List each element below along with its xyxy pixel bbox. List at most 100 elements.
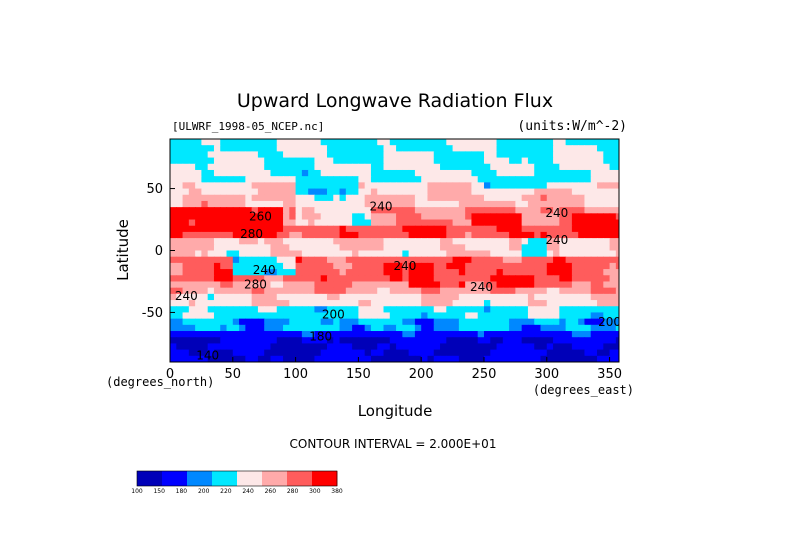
heatmap-cell bbox=[339, 244, 347, 252]
heatmap-cell bbox=[515, 200, 523, 208]
heatmap-cell bbox=[402, 213, 410, 221]
heatmap-cell bbox=[446, 343, 454, 351]
heatmap-cell bbox=[257, 275, 265, 283]
heatmap-cell bbox=[257, 337, 265, 345]
heatmap-cell bbox=[433, 331, 441, 338]
heatmap-cell bbox=[584, 318, 592, 326]
heatmap-cell bbox=[201, 300, 209, 307]
heatmap-cell bbox=[182, 269, 190, 276]
heatmap-cell bbox=[402, 318, 410, 326]
heatmap-cell bbox=[433, 318, 441, 326]
heatmap-cell bbox=[440, 145, 447, 152]
heatmap-cell bbox=[465, 169, 473, 177]
heatmap-cell bbox=[578, 312, 586, 320]
heatmap-cell bbox=[578, 163, 586, 171]
heatmap-cell bbox=[383, 318, 391, 326]
heatmap-cell bbox=[239, 151, 246, 159]
heatmap-cell bbox=[264, 188, 272, 196]
heatmap-cell bbox=[283, 188, 290, 196]
heatmap-cell bbox=[326, 349, 334, 357]
heatmap-cell bbox=[521, 207, 529, 214]
heatmap-cell bbox=[301, 231, 309, 239]
heatmap-cell bbox=[446, 269, 454, 276]
heatmap-cell bbox=[188, 151, 196, 159]
heatmap-cell bbox=[257, 324, 265, 332]
heatmap-cell bbox=[295, 262, 303, 270]
heatmap-cell bbox=[615, 355, 619, 362]
heatmap-cell bbox=[609, 312, 617, 320]
heatmap-cell bbox=[396, 238, 403, 245]
heatmap-cell bbox=[383, 182, 391, 190]
heatmap-cell bbox=[264, 176, 272, 183]
heatmap-cell bbox=[301, 275, 309, 283]
heatmap-cell bbox=[326, 343, 334, 351]
heatmap-cell bbox=[402, 250, 410, 258]
heatmap-cell bbox=[540, 262, 548, 270]
heatmap-cell bbox=[515, 262, 523, 270]
heatmap-cell bbox=[320, 331, 328, 338]
heatmap-cell bbox=[213, 225, 221, 233]
heatmap-cell bbox=[521, 337, 529, 345]
heatmap-cell bbox=[565, 139, 573, 146]
heatmap-cell bbox=[283, 182, 290, 190]
heatmap-cell bbox=[402, 281, 410, 289]
heatmap-cell bbox=[389, 157, 397, 165]
heatmap-cell bbox=[283, 318, 290, 326]
heatmap-cell bbox=[339, 169, 347, 177]
heatmap-cell bbox=[232, 213, 240, 221]
heatmap-cell bbox=[490, 324, 498, 332]
heatmap-cell bbox=[502, 207, 510, 214]
heatmap-cell bbox=[339, 269, 347, 276]
heatmap-cell bbox=[553, 176, 560, 183]
heatmap-cell bbox=[527, 200, 535, 208]
heatmap-cell bbox=[320, 231, 328, 239]
heatmap-cell bbox=[546, 182, 554, 190]
heatmap-cell bbox=[308, 225, 316, 233]
heatmap-cell bbox=[226, 139, 234, 146]
heatmap-cell bbox=[188, 287, 196, 295]
heatmap-cell bbox=[553, 200, 560, 208]
heatmap-cell bbox=[188, 355, 196, 362]
heatmap-cell bbox=[207, 213, 215, 221]
heatmap-cell bbox=[615, 306, 619, 314]
heatmap-cell bbox=[609, 163, 617, 171]
heatmap-cell bbox=[276, 207, 284, 214]
heatmap-cell bbox=[571, 343, 579, 351]
heatmap-cell bbox=[245, 219, 253, 227]
heatmap-cell bbox=[414, 312, 422, 320]
heatmap-cell bbox=[201, 188, 209, 196]
heatmap-cell bbox=[370, 318, 378, 326]
heatmap-cell bbox=[295, 225, 303, 233]
heatmap-cell bbox=[377, 176, 385, 183]
heatmap-cell bbox=[578, 238, 586, 245]
heatmap-cell bbox=[345, 157, 353, 165]
heatmap-cell bbox=[597, 188, 604, 196]
heatmap-cell bbox=[446, 225, 454, 233]
heatmap-cell bbox=[226, 324, 234, 332]
heatmap-cell bbox=[257, 244, 265, 252]
heatmap-cell bbox=[364, 293, 372, 301]
heatmap-cell bbox=[345, 331, 353, 338]
heatmap-cell bbox=[590, 169, 598, 177]
heatmap-cell bbox=[326, 244, 334, 252]
heatmap-cell bbox=[565, 219, 573, 227]
heatmap-cell bbox=[314, 355, 322, 362]
heatmap-cell bbox=[201, 200, 209, 208]
heatmap-cell bbox=[414, 182, 422, 190]
heatmap-cell bbox=[226, 238, 234, 245]
heatmap-cell bbox=[527, 188, 535, 196]
heatmap-cell bbox=[195, 300, 202, 307]
heatmap-cell bbox=[170, 262, 177, 270]
heatmap-cell bbox=[176, 250, 184, 258]
heatmap-cell bbox=[308, 312, 316, 320]
heatmap-cell bbox=[195, 349, 202, 357]
heatmap-cell bbox=[603, 269, 611, 276]
heatmap-cell bbox=[251, 293, 259, 301]
heatmap-cell bbox=[590, 219, 598, 227]
heatmap-cell bbox=[257, 145, 265, 152]
heatmap-cell bbox=[257, 213, 265, 221]
heatmap-cell bbox=[446, 337, 454, 345]
heatmap-cell bbox=[452, 331, 460, 338]
heatmap-cell bbox=[597, 306, 604, 314]
heatmap-cell bbox=[465, 256, 473, 264]
